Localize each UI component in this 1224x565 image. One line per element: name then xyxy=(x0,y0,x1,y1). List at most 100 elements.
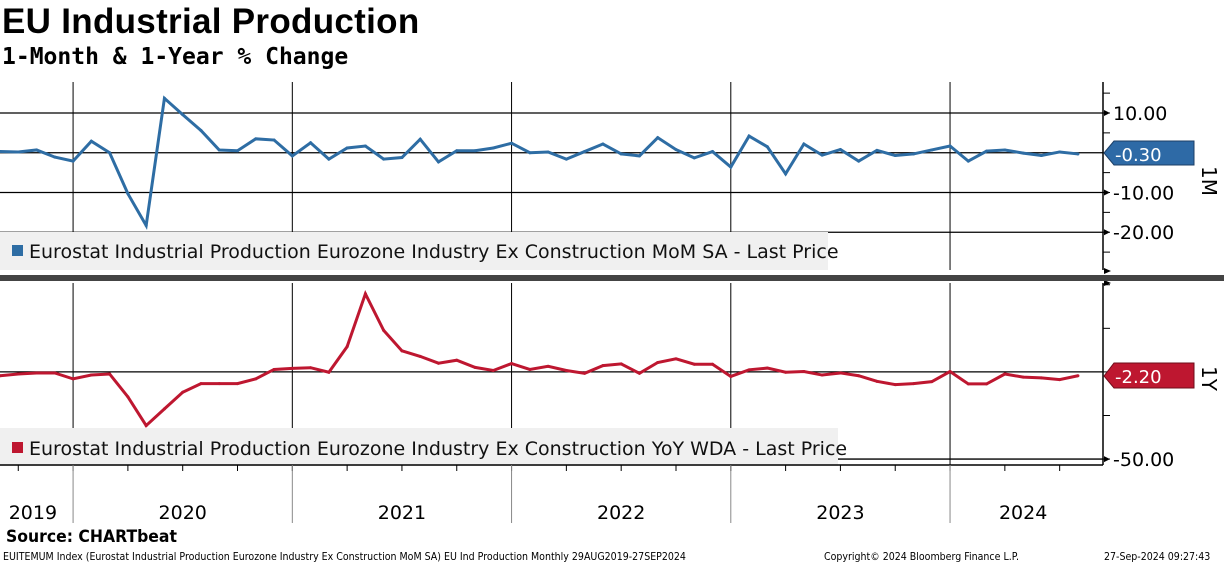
mom-point xyxy=(1039,154,1043,158)
y-tick-arrow xyxy=(1104,456,1110,463)
yoy-point xyxy=(126,395,130,399)
mom-point xyxy=(126,192,130,196)
y-tick-label: -10.00 xyxy=(1113,182,1174,204)
mom-point xyxy=(564,157,568,161)
mom-point xyxy=(1003,148,1007,152)
mom-point xyxy=(857,159,861,163)
mom-point xyxy=(345,146,349,150)
x-tick-label: 2019 xyxy=(9,502,57,524)
mom-point xyxy=(838,148,842,152)
yoy-point xyxy=(692,362,696,366)
yoy-point xyxy=(637,371,641,375)
series-lines xyxy=(0,95,1080,428)
yoy-point xyxy=(108,372,112,376)
yoy-point xyxy=(583,371,587,375)
x-tick-label: 2023 xyxy=(816,502,864,524)
mom-point xyxy=(948,144,952,148)
yoy-point xyxy=(875,379,879,383)
yoy-point xyxy=(711,362,715,366)
yoy-point xyxy=(16,372,20,376)
mom-point xyxy=(53,155,57,159)
y-tick-arrow xyxy=(1104,110,1110,117)
mom-point xyxy=(656,136,660,140)
panel-divider[interactable] xyxy=(0,275,1224,281)
mom-point xyxy=(272,138,276,142)
mom-point xyxy=(765,145,769,149)
yoy-point xyxy=(838,371,842,375)
yoy-point xyxy=(1039,376,1043,380)
chart-subtitle: 1-Month & 1-Year % Change xyxy=(2,44,349,70)
mom-point xyxy=(418,137,422,141)
yoy-point xyxy=(181,390,185,394)
legend-box-yoy xyxy=(0,428,838,466)
yoy-point xyxy=(162,407,166,411)
footer-copyright: Copyright© 2024 Bloomberg Finance L.P. xyxy=(824,550,1019,563)
yoy-point xyxy=(510,362,514,366)
yoy-point xyxy=(674,357,678,361)
yoy-point xyxy=(473,365,477,369)
legend-swatch-yoy xyxy=(12,442,23,453)
mom-point xyxy=(0,150,2,154)
yoy-point xyxy=(144,424,148,428)
mom-point xyxy=(747,134,751,138)
mom-point xyxy=(382,157,386,161)
mom-point xyxy=(181,113,185,117)
axis-arrow xyxy=(1104,268,1111,274)
mom-point xyxy=(893,154,897,158)
y-tick-label: 10.00 xyxy=(1113,103,1167,125)
yoy-point xyxy=(254,377,258,381)
last-value-badge-mom: -0.30 xyxy=(1103,140,1195,166)
mom-point xyxy=(236,149,240,153)
mom-point xyxy=(729,165,733,169)
y-tick-arrow xyxy=(1104,189,1110,196)
yoy-point xyxy=(1076,374,1080,378)
source-label: Source: CHARTbeat xyxy=(6,527,177,547)
mom-point xyxy=(802,142,806,146)
yoy-point xyxy=(436,361,440,365)
yoy-point xyxy=(985,382,989,386)
panel-label-1m: 1M xyxy=(1197,166,1221,196)
mom-point xyxy=(510,141,514,145)
yoy-point xyxy=(930,380,934,384)
mom-point xyxy=(674,148,678,152)
mom-point xyxy=(400,156,404,160)
y-tick-label: -50.00 xyxy=(1113,449,1174,471)
mom-point xyxy=(491,146,495,150)
yoy-point xyxy=(455,358,459,362)
yoy-point xyxy=(290,366,294,370)
mom-point xyxy=(619,152,623,156)
yoy-point xyxy=(966,382,970,386)
yoy-point xyxy=(272,367,276,371)
mom-point xyxy=(254,137,258,141)
mom-point xyxy=(583,150,587,154)
mom-point xyxy=(16,150,20,154)
yoy-point xyxy=(546,364,550,368)
yoy-point xyxy=(236,382,240,386)
yoy-point xyxy=(35,371,39,375)
yoy-point xyxy=(363,292,367,296)
footer-description: EUITEMUM Index (Eurostat Industrial Prod… xyxy=(3,550,686,563)
y-tick-label: -20.00 xyxy=(1113,222,1174,244)
mom-line xyxy=(0,95,1079,231)
mom-point xyxy=(436,160,440,164)
mom-point xyxy=(784,172,788,176)
yoy-point xyxy=(857,374,861,378)
x-tick-label: 2021 xyxy=(378,502,426,524)
mom-point xyxy=(89,139,93,143)
yoy-point xyxy=(802,370,806,374)
yoy-point xyxy=(71,377,75,381)
yoy-point xyxy=(893,383,897,387)
mom-point xyxy=(309,141,313,145)
footer-timestamp: 27-Sep-2024 09:27:43 xyxy=(1104,550,1211,563)
mom-point xyxy=(930,148,934,152)
axis-arrow xyxy=(1104,280,1111,286)
yoy-point xyxy=(0,374,2,378)
yoy-point xyxy=(382,328,386,332)
yoy-point xyxy=(784,370,788,374)
yoy-point xyxy=(601,364,605,368)
mom-point xyxy=(35,148,39,152)
yoy-point xyxy=(217,382,221,386)
yoy-point xyxy=(89,373,93,377)
last-value-yoy: -2.20 xyxy=(1115,367,1162,388)
